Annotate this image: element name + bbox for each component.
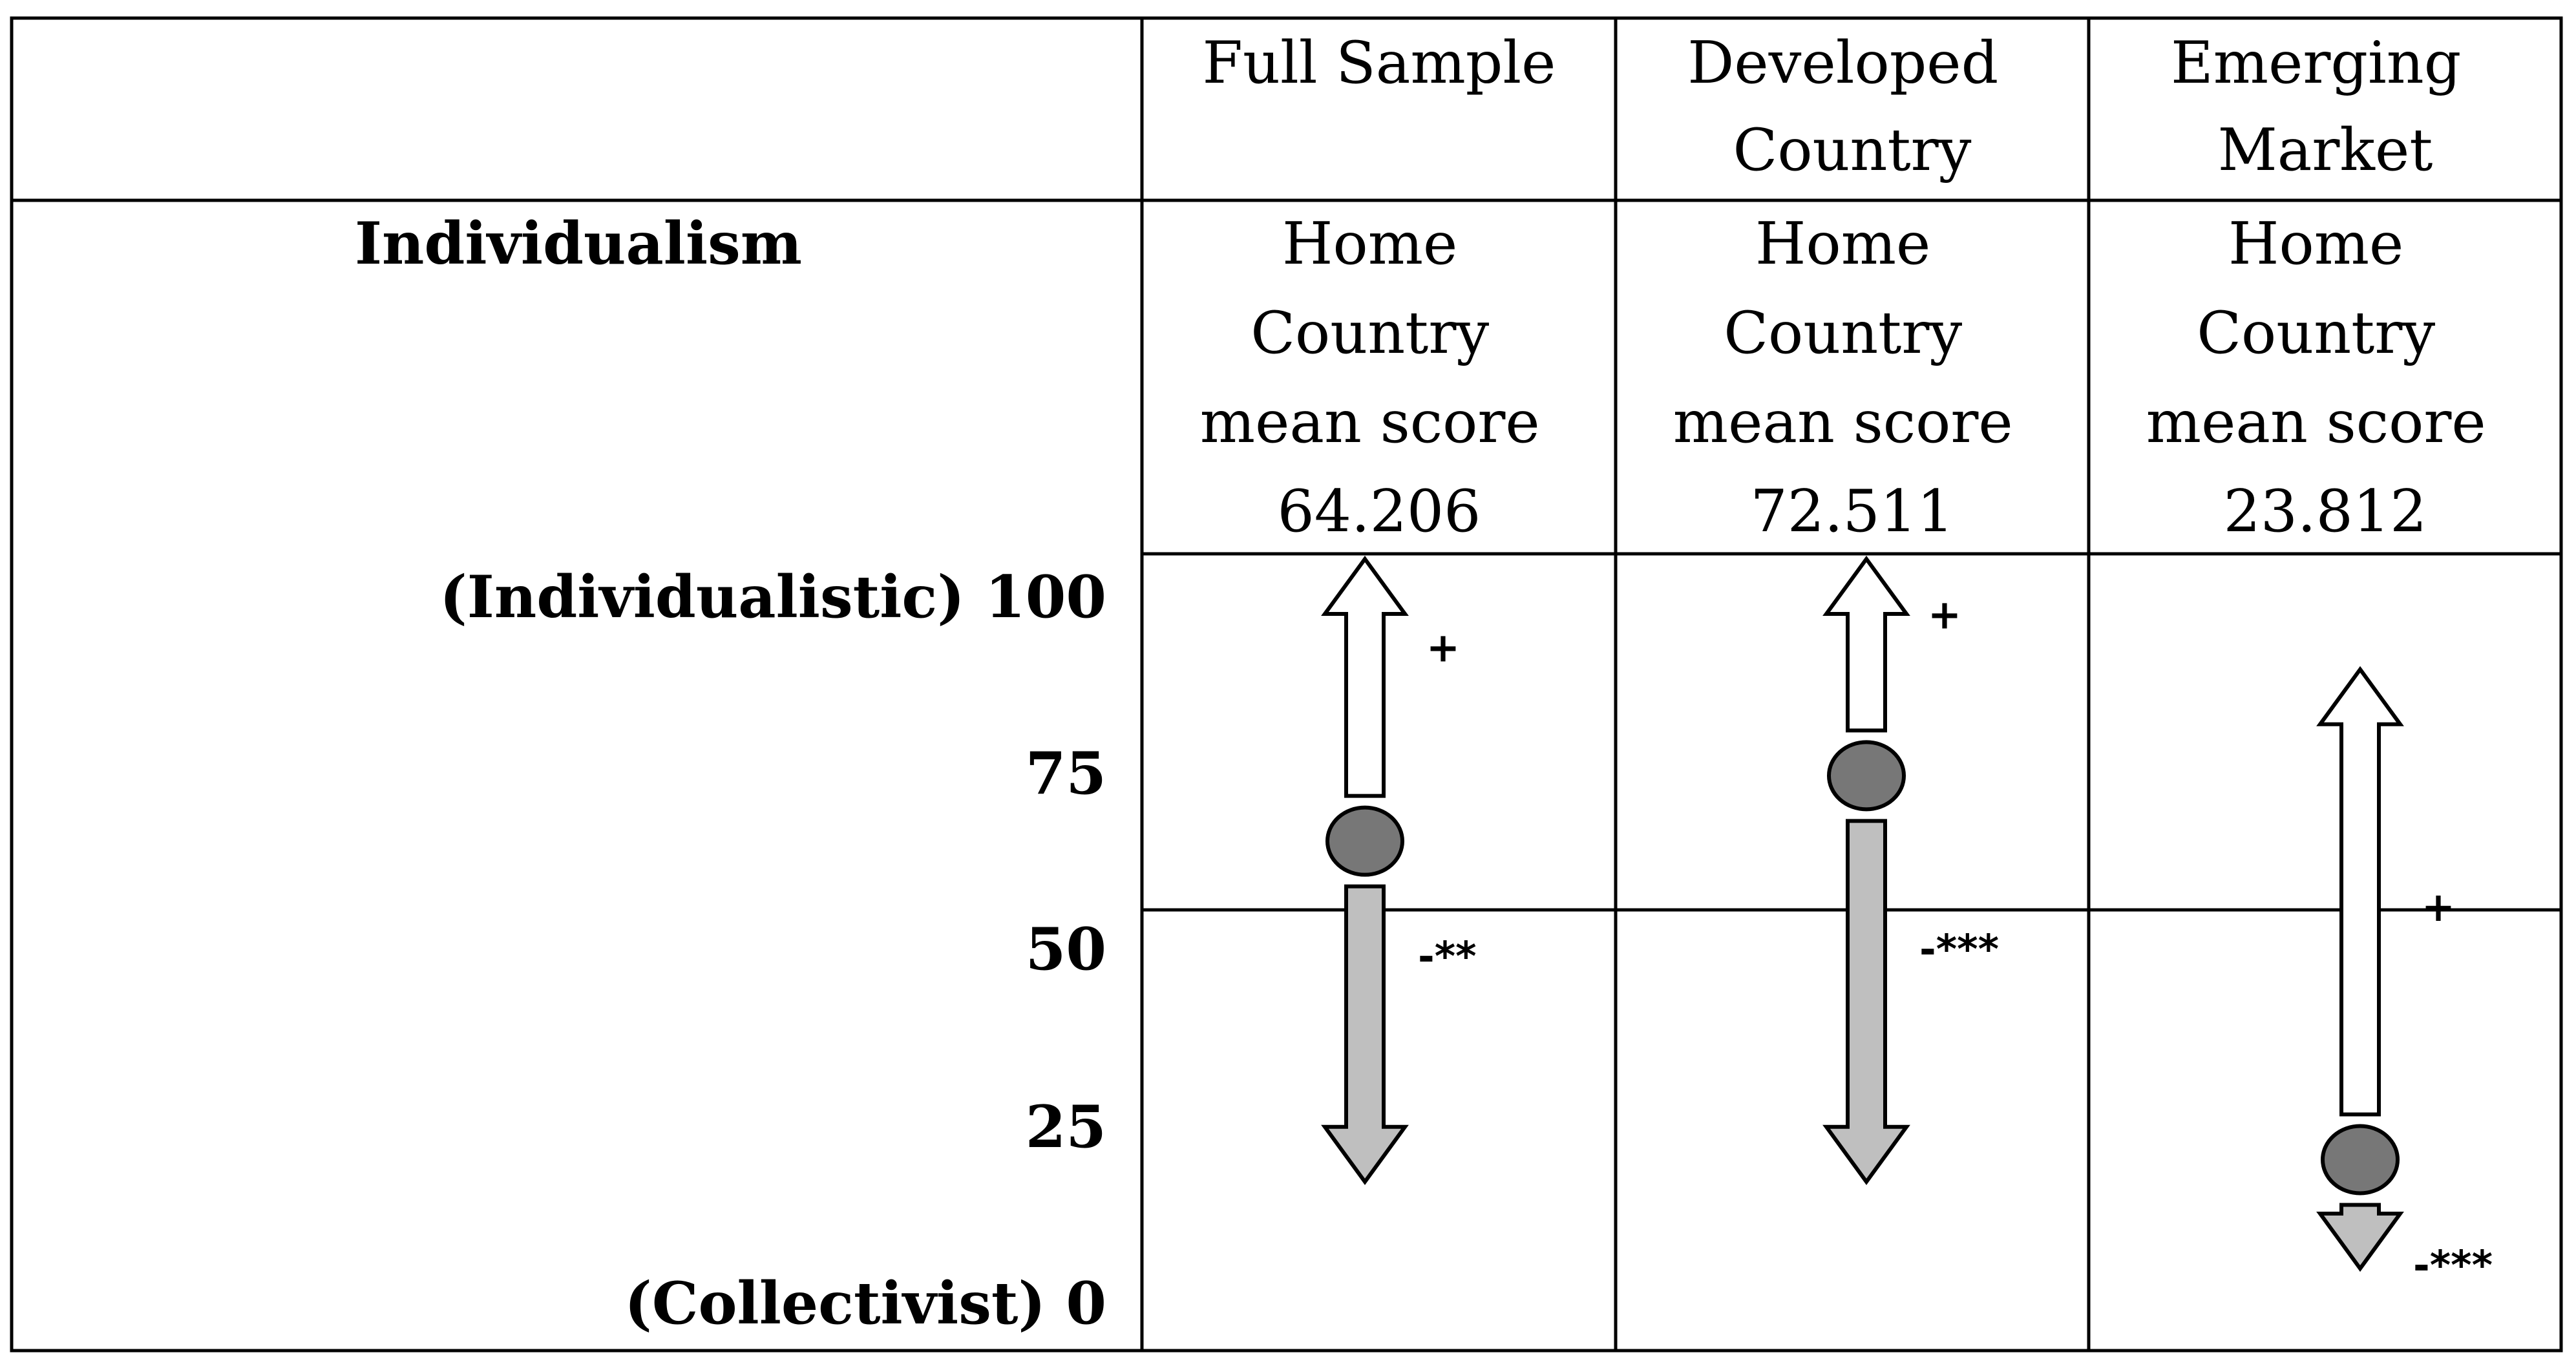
- emerging-market-negative-arrow: [2316, 1203, 2404, 1272]
- full-sample-negative-sign: -**: [1418, 933, 1477, 980]
- scale-label-100: (Individualistic) 100: [439, 563, 1106, 631]
- column-header-developed-country: Developed Country: [1687, 29, 2017, 184]
- developed-country-positive-arrow: [1822, 555, 1910, 733]
- effect-marks: + -** + -*** + -***: [1321, 555, 2493, 1289]
- row-header-individualism: Individualism: [355, 209, 802, 278]
- scale-label-75: 75: [1026, 739, 1106, 808]
- developed-country-negative-sign: -***: [1919, 925, 1999, 973]
- mean-score-value: 64.206: [1278, 478, 1481, 545]
- developed-country-mean-marker: [1827, 740, 1906, 812]
- full-sample-positive-arrow: [1321, 555, 1409, 798]
- table-border: [10, 16, 2563, 1353]
- scale-label-50: 50: [1026, 915, 1106, 984]
- mean-score-cell-emerging-market: Home Country mean score 23.812: [2146, 210, 2505, 545]
- emerging-market-positive-sign: +: [2422, 883, 2455, 931]
- mean-score-cell-full-sample: Home Country mean score 64.206: [1200, 210, 1559, 545]
- scale-label-25: 25: [1026, 1093, 1106, 1161]
- scale-label-0: (Collectivist) 0: [624, 1269, 1106, 1338]
- mean-score-value: 23.812: [2224, 478, 2427, 545]
- full-sample-positive-sign: +: [1426, 624, 1460, 671]
- emerging-market-positive-arrow: [2316, 666, 2404, 1117]
- table-grid: [10, 16, 2563, 1353]
- full-sample-mean-marker: [1325, 805, 1404, 877]
- mean-score-cell-developed-country: Home Country mean score 72.511: [1673, 210, 2032, 545]
- developed-country-negative-arrow: [1822, 819, 1910, 1185]
- mean-score-value: 72.511: [1751, 478, 1954, 545]
- column-header-emerging-market: Emerging Market: [2171, 29, 2480, 184]
- full-sample-negative-arrow: [1321, 884, 1409, 1185]
- emerging-market-negative-sign: -***: [2413, 1241, 2493, 1289]
- column-header-full-sample: Full Sample: [1203, 29, 1556, 97]
- emerging-market-mean-marker: [2321, 1124, 2400, 1196]
- developed-country-positive-sign: +: [1928, 591, 1961, 638]
